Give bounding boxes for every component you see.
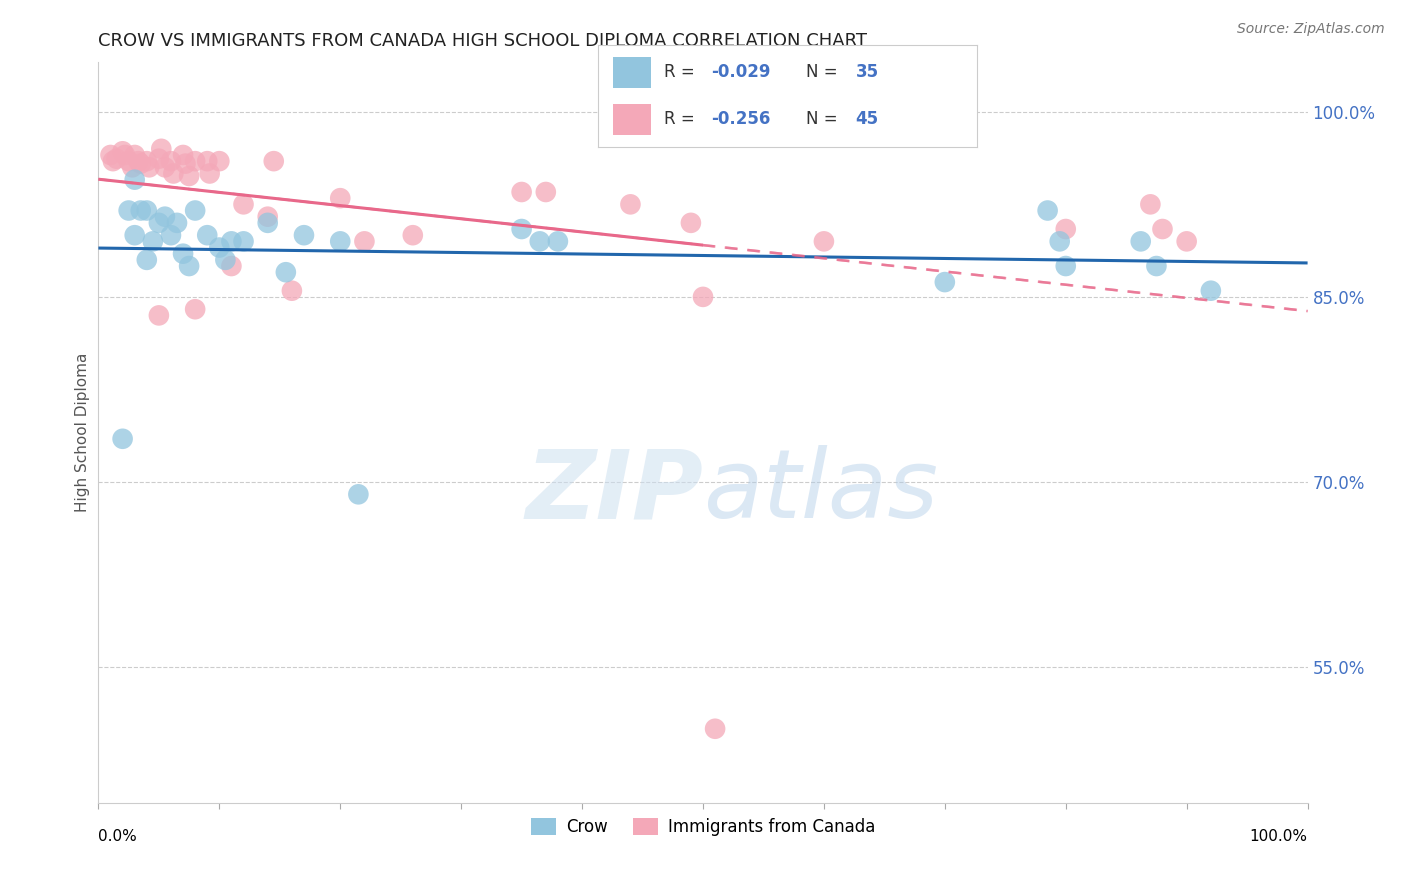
Point bbox=[166, 216, 188, 230]
Point bbox=[195, 228, 218, 243]
Point bbox=[208, 240, 231, 255]
Point bbox=[138, 161, 160, 175]
Text: 45: 45 bbox=[856, 111, 879, 128]
Point bbox=[172, 246, 194, 260]
Point bbox=[124, 228, 146, 243]
Point bbox=[127, 154, 149, 169]
Text: N =: N = bbox=[807, 63, 844, 81]
Point bbox=[124, 172, 146, 186]
Point bbox=[256, 216, 278, 230]
Point bbox=[160, 154, 183, 169]
Point bbox=[118, 203, 141, 218]
Point bbox=[148, 152, 170, 166]
Point bbox=[198, 167, 221, 181]
Point bbox=[1199, 284, 1222, 298]
Text: -0.029: -0.029 bbox=[711, 63, 770, 81]
Point bbox=[534, 185, 557, 199]
Point bbox=[124, 148, 146, 162]
Text: -0.256: -0.256 bbox=[711, 111, 770, 128]
Point bbox=[1175, 235, 1198, 249]
Point bbox=[292, 228, 315, 243]
Point bbox=[129, 156, 152, 170]
Point bbox=[179, 169, 201, 183]
Point bbox=[135, 154, 157, 169]
Point bbox=[1146, 259, 1168, 273]
Point bbox=[1139, 197, 1161, 211]
Point bbox=[679, 216, 702, 230]
Point bbox=[402, 228, 425, 243]
Text: Source: ZipAtlas.com: Source: ZipAtlas.com bbox=[1237, 22, 1385, 37]
Point bbox=[114, 148, 136, 162]
Point bbox=[329, 235, 352, 249]
Point bbox=[174, 156, 197, 170]
Text: atlas: atlas bbox=[703, 445, 938, 539]
Point bbox=[184, 154, 207, 169]
Point bbox=[135, 203, 157, 218]
Point bbox=[105, 152, 128, 166]
Legend: Crow, Immigrants from Canada: Crow, Immigrants from Canada bbox=[524, 811, 882, 843]
Point bbox=[232, 197, 254, 211]
Point bbox=[263, 154, 285, 169]
Point bbox=[184, 302, 207, 317]
Point bbox=[153, 210, 176, 224]
Point bbox=[529, 235, 551, 249]
Point bbox=[347, 487, 370, 501]
Text: R =: R = bbox=[664, 63, 700, 81]
Point bbox=[1054, 259, 1077, 273]
Point bbox=[1036, 203, 1059, 218]
Point bbox=[704, 722, 727, 736]
Y-axis label: High School Diploma: High School Diploma bbox=[75, 353, 90, 512]
Text: N =: N = bbox=[807, 111, 844, 128]
Text: 35: 35 bbox=[856, 63, 879, 81]
Point bbox=[510, 185, 533, 199]
Text: 100.0%: 100.0% bbox=[1250, 829, 1308, 844]
Point bbox=[232, 235, 254, 249]
Text: R =: R = bbox=[664, 111, 700, 128]
Point bbox=[281, 284, 304, 298]
Point bbox=[148, 216, 170, 230]
Point bbox=[934, 275, 956, 289]
Point bbox=[111, 145, 134, 159]
Point bbox=[510, 222, 533, 236]
Point bbox=[160, 228, 183, 243]
Point bbox=[208, 154, 231, 169]
Point bbox=[214, 252, 236, 267]
Point bbox=[547, 235, 569, 249]
Point bbox=[111, 432, 134, 446]
Point bbox=[153, 161, 176, 175]
Point bbox=[353, 235, 375, 249]
Point bbox=[142, 235, 165, 249]
Point bbox=[121, 161, 143, 175]
Point bbox=[184, 203, 207, 218]
Point bbox=[179, 259, 201, 273]
FancyBboxPatch shape bbox=[613, 104, 651, 135]
Point bbox=[1152, 222, 1174, 236]
Point bbox=[1129, 235, 1152, 249]
Point bbox=[813, 235, 835, 249]
Point bbox=[221, 259, 243, 273]
Point bbox=[150, 142, 173, 156]
Text: CROW VS IMMIGRANTS FROM CANADA HIGH SCHOOL DIPLOMA CORRELATION CHART: CROW VS IMMIGRANTS FROM CANADA HIGH SCHO… bbox=[98, 32, 868, 50]
Point bbox=[195, 154, 218, 169]
Point bbox=[619, 197, 641, 211]
Point bbox=[101, 154, 124, 169]
Point bbox=[256, 210, 278, 224]
Point bbox=[172, 148, 194, 162]
Point bbox=[221, 235, 243, 249]
Point bbox=[100, 148, 122, 162]
Point bbox=[329, 191, 352, 205]
Point bbox=[1049, 235, 1071, 249]
Point bbox=[148, 309, 170, 323]
Point bbox=[118, 154, 141, 169]
Point bbox=[129, 203, 152, 218]
FancyBboxPatch shape bbox=[613, 57, 651, 87]
Point bbox=[274, 265, 297, 279]
Point bbox=[162, 167, 184, 181]
Text: 0.0%: 0.0% bbox=[98, 829, 138, 844]
Point bbox=[135, 252, 157, 267]
Text: ZIP: ZIP bbox=[524, 445, 703, 539]
Point bbox=[692, 290, 714, 304]
Point bbox=[1054, 222, 1077, 236]
